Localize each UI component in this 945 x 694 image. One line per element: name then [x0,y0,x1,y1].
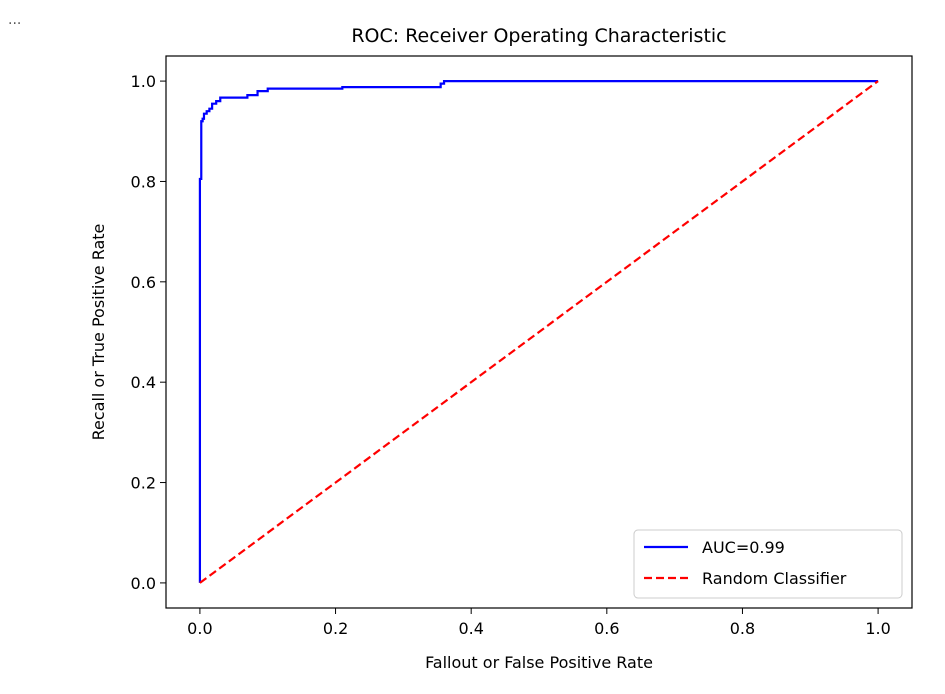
legend-label-auc: AUC=0.99 [702,538,785,557]
x-tick-label: 0.6 [594,619,619,638]
y-tick-label: 0.2 [131,474,156,493]
legend-box [633,529,903,599]
y-axis-ticks: 0.0 0.2 0.4 0.6 0.8 1.0 [131,72,166,593]
x-tick-label: 0.8 [730,619,755,638]
x-tick-label: 0.4 [458,619,483,638]
random-classifier-line [199,80,879,584]
output-ellipsis: ... [8,12,22,28]
y-tick-label: 0.6 [131,273,156,292]
y-tick-label: 0.0 [131,574,156,593]
y-tick-label: 0.8 [131,172,156,191]
legend: AUC=0.99 Random Classifier [633,529,903,599]
roc-curve-line [198,79,879,583]
plot-area [198,79,879,584]
x-axis-label: Fallout or False Positive Rate [425,653,653,672]
legend-label-random: Random Classifier [702,569,847,588]
axes-frame [165,55,913,609]
x-tick-label: 1.0 [865,619,890,638]
x-axis-ticks: 0.0 0.2 0.4 0.6 0.8 1.0 [187,608,891,638]
x-tick-label: 0.0 [187,619,212,638]
x-tick-label: 0.2 [323,619,348,638]
y-axis-label: Recall or True Positive Rate [89,224,108,441]
y-tick-label: 0.4 [131,373,156,392]
y-tick-label: 1.0 [131,72,156,91]
chart-title: ROC: Receiver Operating Characteristic [351,25,726,47]
